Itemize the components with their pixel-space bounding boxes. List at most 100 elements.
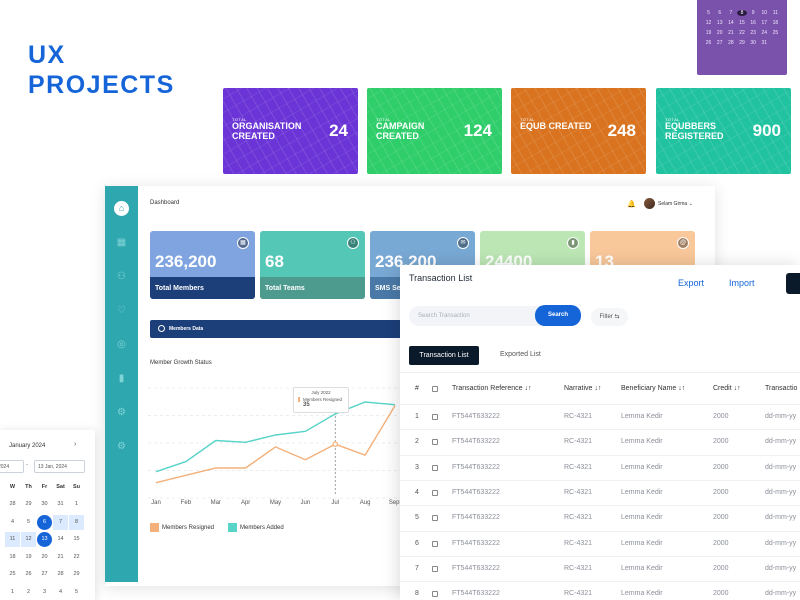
calendar-day[interactable]: 15 bbox=[73, 536, 80, 542]
mini-calendar-day[interactable]: 19 bbox=[705, 30, 712, 36]
mini-calendar-day[interactable]: 23 bbox=[750, 30, 756, 36]
calendar-day[interactable]: 2 bbox=[26, 588, 31, 595]
row-checkbox[interactable] bbox=[432, 515, 438, 522]
mini-calendar-day[interactable]: 25 bbox=[772, 30, 779, 36]
column-header-beneficiary[interactable]: Beneficiary Name ↓↑ bbox=[621, 385, 685, 392]
calendar-day[interactable]: 28 bbox=[57, 571, 64, 577]
home-icon[interactable]: ⌂ bbox=[114, 201, 129, 216]
row-checkbox[interactable] bbox=[432, 540, 438, 547]
mini-calendar-day[interactable]: 7 bbox=[729, 10, 733, 16]
select-all-checkbox[interactable] bbox=[432, 386, 438, 392]
stat-card-equbs[interactable]: TOTAL EQUB CREATED 248 bbox=[511, 88, 646, 174]
tab-exported-list[interactable]: Exported List bbox=[500, 351, 541, 358]
calendar-day[interactable]: 29 bbox=[73, 571, 80, 577]
stat-card-total-members[interactable]: ▦ 236,200 Total Members bbox=[150, 231, 255, 299]
stat-card-total-teams[interactable]: ⚇ 68 Total Teams bbox=[260, 231, 365, 299]
tab-transaction-list[interactable]: Transaction List bbox=[409, 346, 479, 365]
row-checkbox[interactable] bbox=[432, 414, 438, 420]
calendar-day[interactable]: 5 bbox=[26, 518, 31, 525]
column-header-reference[interactable]: Transaction Reference ↓↑ bbox=[452, 385, 532, 392]
stat-card-equbbers[interactable]: TOTAL EQUBBERS REGISTERED 900 bbox=[656, 88, 791, 174]
row-checkbox[interactable] bbox=[432, 565, 438, 572]
filter-button[interactable]: Filter ⇆ bbox=[591, 308, 628, 326]
stat-card-organisations[interactable]: TOTAL ORGANISATION CREATED 24 bbox=[223, 88, 358, 174]
mini-calendar-day[interactable]: 28 bbox=[728, 40, 734, 46]
row-checkbox[interactable] bbox=[432, 489, 438, 496]
mini-calendar-day[interactable]: 21 bbox=[728, 30, 734, 36]
chart-icon[interactable]: ▮ bbox=[118, 373, 125, 384]
calendar-day[interactable]: 11 bbox=[5, 532, 20, 547]
legend-added[interactable]: Members Added bbox=[228, 523, 284, 532]
user-menu[interactable]: Selam Girma ⌄ bbox=[658, 201, 693, 207]
mini-calendar-day[interactable]: 15 bbox=[739, 20, 745, 26]
mini-calendar-day[interactable]: 11 bbox=[772, 10, 778, 16]
calendar-day[interactable]: 4 bbox=[58, 588, 63, 595]
mini-calendar-day[interactable]: 10 bbox=[761, 10, 768, 16]
legend-resigned[interactable]: Members Resigned bbox=[150, 523, 214, 532]
search-button[interactable]: Search bbox=[535, 305, 581, 326]
calendar-day[interactable]: 28 bbox=[9, 501, 16, 507]
calendar-day[interactable]: 14 bbox=[57, 536, 64, 542]
globe-icon[interactable]: ◎ bbox=[117, 339, 126, 350]
calendar-day[interactable]: 1 bbox=[10, 588, 15, 595]
avatar[interactable] bbox=[644, 198, 655, 209]
grid-icon[interactable]: ▦ bbox=[116, 237, 127, 248]
mini-calendar-day[interactable]: 14 bbox=[728, 20, 734, 26]
members-data-bar[interactable]: Members Data bbox=[150, 320, 410, 338]
calendar-day[interactable]: 22 bbox=[73, 553, 80, 560]
mini-calendar-day[interactable]: 18 bbox=[772, 20, 779, 26]
mini-calendar-day[interactable]: 5 bbox=[707, 10, 710, 16]
mini-calendar-day[interactable] bbox=[770, 40, 780, 46]
chevron-right-icon[interactable]: › bbox=[74, 441, 77, 448]
gear-icon[interactable]: ⚙ bbox=[117, 441, 126, 452]
calendar-day[interactable]: 12 bbox=[21, 532, 36, 547]
calendar-day[interactable]: 26 bbox=[25, 571, 32, 577]
mini-calendar-day[interactable]: 27 bbox=[716, 40, 723, 46]
bell-icon[interactable]: 🔔 bbox=[627, 201, 636, 208]
date-to-input[interactable]: 13 Jan, 2024 bbox=[34, 460, 85, 473]
import-button[interactable]: Import bbox=[729, 278, 755, 288]
mini-calendar-day-selected[interactable]: 8 bbox=[736, 10, 747, 16]
mini-calendar-day[interactable]: 16 bbox=[750, 20, 756, 26]
add-button[interactable] bbox=[786, 273, 800, 294]
mini-calendar-day[interactable]: 6 bbox=[718, 10, 722, 16]
calendar-day[interactable]: 3 bbox=[42, 588, 47, 595]
date-from-input[interactable]: 2024 bbox=[0, 460, 24, 473]
mini-calendar-day[interactable]: 20 bbox=[716, 30, 723, 36]
highlight-point[interactable] bbox=[332, 441, 339, 447]
calendar-day[interactable]: 5 bbox=[74, 588, 79, 595]
calendar-day[interactable]: 25 bbox=[9, 571, 16, 577]
mini-calendar-day[interactable]: 26 bbox=[705, 40, 712, 46]
handshake-icon[interactable]: ♡ bbox=[117, 305, 126, 316]
mini-calendar-day[interactable]: 29 bbox=[739, 40, 745, 46]
export-button[interactable]: Export bbox=[678, 278, 705, 288]
stat-card-campaigns[interactable]: TOTAL CAMPAIGN CREATED 124 bbox=[367, 88, 502, 174]
settings-icon[interactable]: ⚙ bbox=[117, 407, 126, 418]
calendar-day[interactable]: 31 bbox=[57, 501, 64, 507]
mini-calendar-day[interactable]: 22 bbox=[739, 30, 745, 36]
calendar-day[interactable]: 27 bbox=[41, 571, 48, 577]
calendar-day[interactable]: 6 bbox=[37, 514, 52, 530]
calendar-day[interactable]: 19 bbox=[25, 553, 32, 560]
column-header-narrative[interactable]: Narrative ↓↑ bbox=[564, 385, 601, 392]
mini-calendar-day[interactable]: 17 bbox=[761, 20, 768, 26]
mini-calendar-day[interactable]: 24 bbox=[761, 30, 768, 36]
calendar-day[interactable]: 13 bbox=[37, 532, 52, 547]
calendar-day[interactable]: 7 bbox=[53, 514, 68, 530]
row-checkbox[interactable] bbox=[432, 464, 438, 471]
calendar-day[interactable]: 8 bbox=[69, 514, 84, 530]
calendar-day[interactable]: 18 bbox=[9, 553, 16, 560]
users-icon[interactable]: ⚇ bbox=[117, 271, 126, 282]
column-header-credit[interactable]: Credit ↓↑ bbox=[713, 385, 741, 392]
calendar-day[interactable]: 30 bbox=[41, 501, 48, 507]
mini-calendar-day[interactable]: 13 bbox=[716, 20, 723, 26]
column-header-transaction-date[interactable]: Transactio bbox=[765, 385, 798, 392]
mini-calendar-day[interactable]: 12 bbox=[705, 20, 712, 26]
calendar-day[interactable]: 29 bbox=[25, 501, 32, 507]
mini-calendar-day[interactable]: 30 bbox=[750, 40, 756, 46]
row-checkbox[interactable] bbox=[432, 591, 438, 598]
row-checkbox[interactable] bbox=[432, 439, 438, 446]
calendar-day[interactable]: 4 bbox=[10, 518, 15, 525]
calendar-day[interactable]: 20 bbox=[41, 553, 48, 560]
mini-calendar-day[interactable]: 31 bbox=[761, 40, 768, 46]
